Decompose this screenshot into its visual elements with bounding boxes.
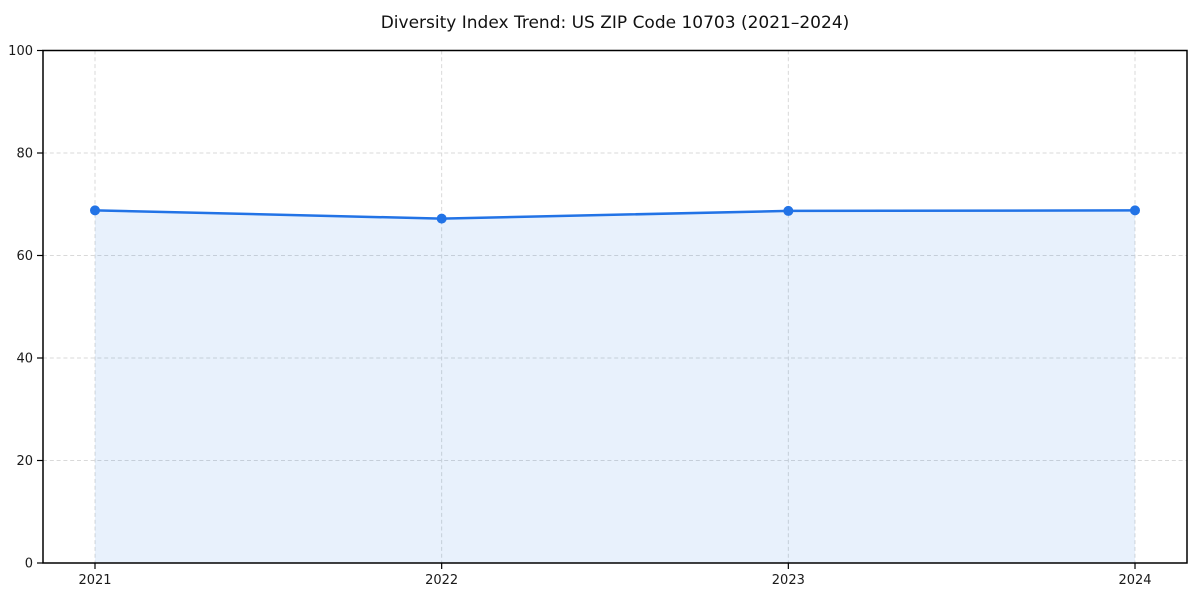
data-point	[783, 205, 794, 216]
x-tick-label: 2022	[425, 573, 458, 588]
y-tick-label: 0	[25, 557, 33, 572]
x-tick-label: 2021	[78, 573, 111, 588]
x-tick-label: 2023	[772, 573, 805, 588]
data-point	[436, 213, 447, 224]
plot-border	[42, 49, 1188, 564]
y-tick-label: 40	[16, 352, 33, 367]
x-tick-label: 2024	[1118, 573, 1151, 588]
data-point	[89, 205, 100, 216]
y-tick-label: 20	[16, 454, 33, 469]
trend-line	[93, 209, 1137, 220]
chart-title: Diversity Index Trend: US ZIP Code 10703…	[380, 13, 850, 33]
y-tick-label: 80	[16, 147, 33, 162]
y-tick-label: 100	[8, 44, 33, 59]
area-fill	[94, 210, 1136, 563]
y-tick-label: 60	[16, 249, 33, 264]
data-point	[1130, 205, 1141, 216]
